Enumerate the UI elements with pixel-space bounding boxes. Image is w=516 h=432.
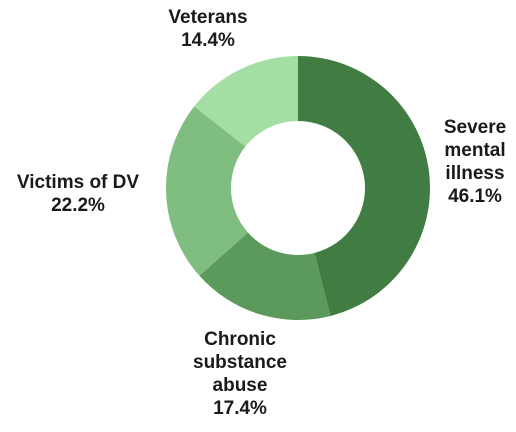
slice-percent: 17.4% bbox=[213, 398, 267, 419]
donut-slices bbox=[166, 56, 430, 320]
slice-category: substance bbox=[193, 352, 287, 373]
slice-label-3: Veterans 14.4% bbox=[168, 7, 247, 51]
slice-percent: 14.4% bbox=[181, 30, 235, 51]
slice-labels: Severe mental illness 46.1% Chronic substance… bbox=[17, 7, 506, 419]
slice-category: illness bbox=[445, 163, 504, 184]
donut-slice-0 bbox=[298, 56, 430, 316]
slice-label-2: Victims of DV 22.2% bbox=[17, 172, 139, 216]
slice-category: Victims of DV bbox=[17, 172, 139, 193]
donut-slice-2 bbox=[166, 106, 248, 276]
donut-slice-1 bbox=[199, 232, 331, 320]
slice-category: Veterans bbox=[168, 7, 247, 28]
slice-label-0: Severe mental illness 46.1% bbox=[444, 117, 506, 207]
slice-percent: 46.1% bbox=[448, 186, 502, 207]
donut-slice-3 bbox=[194, 56, 298, 147]
slice-category: Chronic bbox=[204, 329, 276, 350]
slice-category: abuse bbox=[213, 375, 268, 396]
slice-category: mental bbox=[444, 140, 505, 161]
slice-category: Severe bbox=[444, 117, 506, 138]
slice-percent: 22.2% bbox=[51, 195, 105, 216]
slice-label-1: Chronic substance abuse 17.4% bbox=[193, 329, 287, 419]
